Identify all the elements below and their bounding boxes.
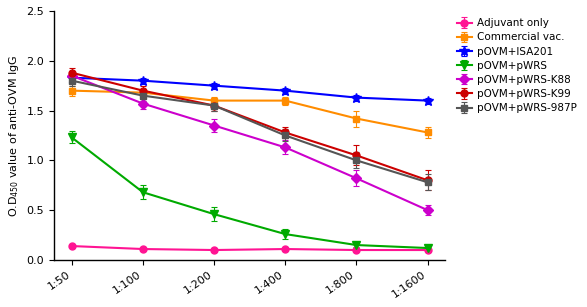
Legend: Adjuvant only, Commercial vac., pOVM+ISA201, pOVM+pWRS, pOVM+pWRS-K88, pOVM+pWRS: Adjuvant only, Commercial vac., pOVM+ISA… <box>454 16 579 115</box>
Y-axis label: O.D$_{450}$ value of anti-OVM IgG: O.D$_{450}$ value of anti-OVM IgG <box>7 54 21 217</box>
